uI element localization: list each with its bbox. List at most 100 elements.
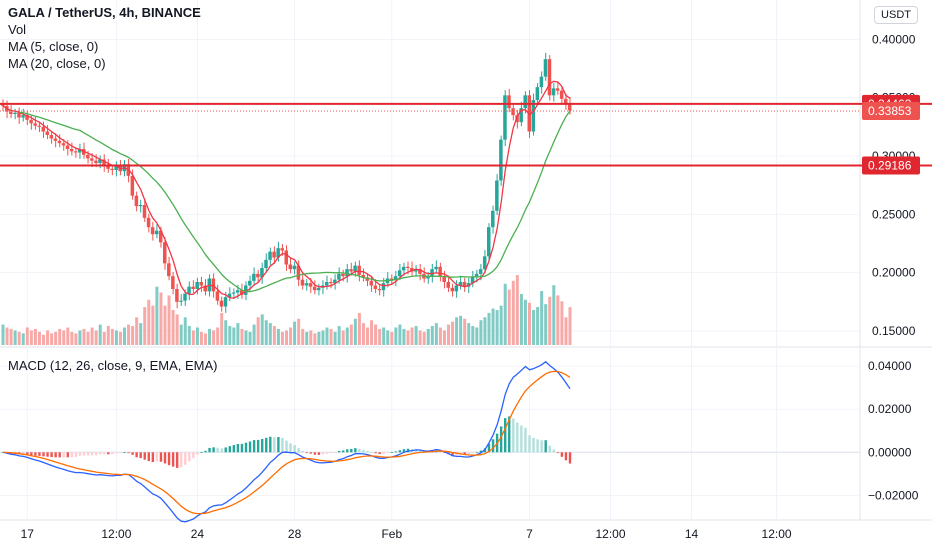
- volume-bar: [62, 330, 66, 345]
- macd-histogram-bar: [159, 452, 163, 462]
- macd-legend: MACD (12, 26, close, 9, EMA, EMA): [8, 357, 218, 374]
- candle-body: [353, 265, 357, 272]
- candle-body: [426, 276, 430, 279]
- candle-body: [195, 282, 199, 289]
- macd-histogram-bar: [167, 452, 171, 466]
- candle-body: [316, 287, 321, 291]
- macd-title[interactable]: MACD (12, 26, close, 9, EMA, EMA): [8, 358, 218, 373]
- volume-bar: [297, 318, 301, 345]
- macd-histogram-bar: [394, 451, 398, 453]
- macd-histogram-bar: [402, 449, 406, 453]
- volume-bar: [471, 326, 475, 345]
- macd-tick-label: 0.04000: [868, 359, 912, 373]
- candle-body: [272, 251, 276, 258]
- candle-body: [377, 289, 382, 291]
- volume-bar: [289, 327, 293, 345]
- ma20-legend[interactable]: MA (20, close, 0): [8, 56, 106, 71]
- candle-body: [13, 112, 17, 114]
- macd-histogram-bar: [281, 437, 284, 453]
- macd-histogram-bar: [99, 452, 102, 455]
- volume-bar: [13, 330, 17, 345]
- volume-bar: [305, 331, 309, 345]
- volume-bar: [204, 333, 207, 345]
- volume-bar: [280, 331, 284, 345]
- volume-bar: [353, 318, 357, 345]
- time-tick-label: 14: [685, 527, 699, 541]
- candle-body: [547, 59, 552, 96]
- volume-bar: [495, 310, 499, 345]
- volume-legend[interactable]: Vol: [8, 22, 27, 37]
- candle-body: [559, 90, 564, 99]
- macd-histogram-bar: [301, 450, 304, 453]
- candle-body: [191, 286, 195, 289]
- macd-histogram-bar: [398, 450, 402, 453]
- candle-body: [555, 88, 560, 91]
- macd-histogram-bar: [520, 425, 523, 453]
- macd-histogram-bar: [107, 452, 110, 455]
- candle-body: [69, 149, 74, 152]
- symbol-title[interactable]: GALA / TetherUS, 4h, BINANCE: [8, 5, 201, 20]
- volume-bar: [382, 327, 386, 345]
- macd-histogram-bar: [123, 451, 126, 453]
- macd-histogram-bar: [508, 416, 511, 453]
- time-tick-label: 12:00: [762, 527, 792, 541]
- macd-histogram-bar: [74, 452, 78, 457]
- macd-histogram-bar: [536, 439, 539, 453]
- candle-body: [187, 286, 191, 294]
- candle-body: [90, 158, 94, 161]
- currency-button[interactable]: USDT: [874, 6, 918, 24]
- volume-bar: [410, 327, 414, 345]
- macd-histogram-bar: [337, 451, 341, 453]
- macd-histogram-bar: [386, 452, 389, 454]
- volume-bar: [33, 328, 37, 345]
- time-tick-label: 24: [191, 527, 205, 541]
- volume-bar: [272, 326, 276, 345]
- macd-histogram-bar: [58, 452, 61, 458]
- macd-histogram-bar: [240, 443, 244, 453]
- volume-bar: [548, 296, 552, 345]
- macd-histogram-bar: [560, 452, 564, 457]
- candle-body: [244, 285, 248, 295]
- macd-histogram-bar: [540, 440, 543, 453]
- volume-bar: [467, 323, 471, 345]
- candle-body: [438, 266, 442, 277]
- ma5-legend[interactable]: MA (5, close, 0): [8, 39, 99, 54]
- macd-histogram-bar: [378, 452, 381, 455]
- macd-histogram-bar: [38, 452, 41, 456]
- volume-bar: [394, 327, 398, 345]
- macd-histogram-bar: [451, 452, 454, 456]
- volume-bar: [118, 331, 122, 345]
- volume-bar: [426, 328, 430, 345]
- horizontal-line-label: 0.29186: [868, 158, 912, 172]
- volume-bar: [74, 333, 78, 345]
- volume-bar: [123, 327, 126, 345]
- volume-bar: [313, 333, 317, 345]
- macd-histogram-bar: [564, 452, 568, 461]
- volume-bar: [447, 324, 450, 345]
- macd-histogram-bar: [277, 437, 280, 453]
- volume-bar: [309, 330, 313, 345]
- volume-bar: [29, 330, 33, 345]
- candle-body: [341, 273, 345, 277]
- volume-bar: [418, 330, 422, 345]
- macd-histogram-bar: [556, 452, 560, 454]
- macd-histogram-bar: [147, 452, 150, 462]
- macd-histogram-bar: [131, 452, 134, 455]
- candle-body: [219, 300, 224, 307]
- volume-bar: [325, 327, 329, 345]
- volume-bar: [94, 330, 98, 345]
- candle-body: [130, 175, 135, 196]
- volume-bar: [179, 324, 183, 345]
- macd-histogram-bar: [119, 452, 122, 454]
- candle-body: [284, 250, 288, 265]
- candle-body: [381, 283, 386, 291]
- candle-body: [357, 265, 361, 275]
- macd-histogram-bar: [418, 449, 422, 453]
- candle-body: [102, 159, 106, 166]
- candle-body: [523, 95, 527, 109]
- candle-body: [138, 205, 143, 207]
- candle-body: [21, 115, 25, 118]
- volume-bar: [483, 317, 487, 345]
